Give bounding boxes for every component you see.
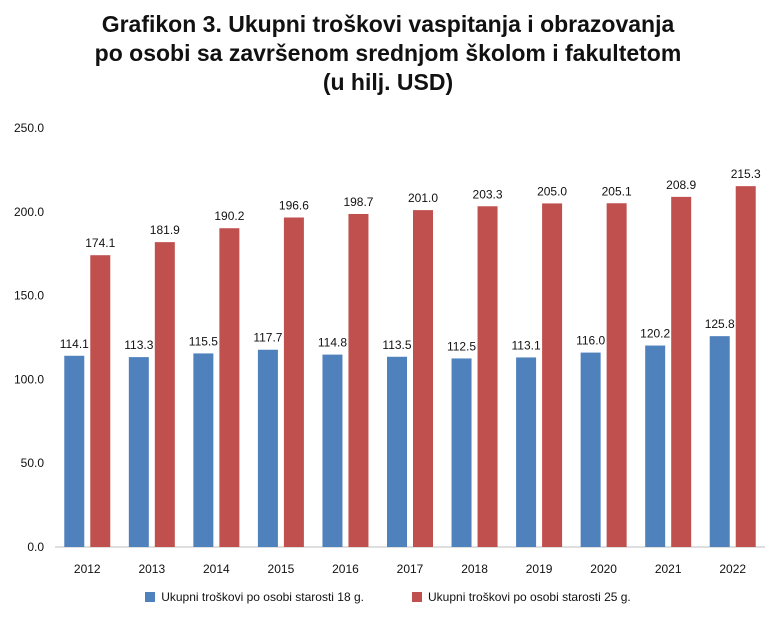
y-tick-label: 150.0 bbox=[14, 289, 44, 303]
x-tick-label: 2019 bbox=[526, 562, 553, 576]
x-tick-label: 2013 bbox=[138, 562, 165, 576]
data-label-series-2: 215.3 bbox=[731, 167, 761, 181]
x-tick-label: 2020 bbox=[590, 562, 617, 576]
data-label-series-2: 208.9 bbox=[666, 178, 696, 192]
data-label-series-2: 190.2 bbox=[214, 209, 244, 223]
bar-series-1 bbox=[709, 336, 730, 547]
x-tick-label: 2015 bbox=[268, 562, 295, 576]
x-tick-label: 2022 bbox=[719, 562, 746, 576]
data-label-series-2: 203.3 bbox=[473, 187, 503, 201]
bar-series-1 bbox=[516, 357, 537, 547]
legend-swatch-series-2 bbox=[412, 592, 422, 602]
data-label-series-1: 125.8 bbox=[705, 317, 735, 331]
data-label-series-2: 196.6 bbox=[279, 198, 309, 212]
bar-series-1 bbox=[64, 355, 85, 547]
y-tick-label: 50.0 bbox=[21, 456, 45, 470]
legend: Ukupni troškovi po osobi starosti 18 g. … bbox=[0, 590, 776, 604]
legend-label-series-2: Ukupni troškovi po osobi starosti 25 g. bbox=[428, 590, 631, 604]
legend-label-series-1: Ukupni troškovi po osobi starosti 18 g. bbox=[161, 590, 364, 604]
chart-title: Grafikon 3. Ukupni troškovi vaspitanja i… bbox=[0, 10, 776, 97]
data-label-series-1: 116.0 bbox=[576, 334, 605, 348]
bar-series-1 bbox=[193, 353, 214, 547]
x-tick-label: 2018 bbox=[461, 562, 488, 576]
data-label-series-2: 174.1 bbox=[85, 236, 115, 250]
x-tick-label: 2012 bbox=[74, 562, 101, 576]
bar-series-2 bbox=[283, 217, 304, 547]
bar-series-1 bbox=[387, 356, 407, 547]
data-label-series-1: 117.7 bbox=[253, 331, 282, 345]
bar-series-2 bbox=[477, 206, 498, 547]
legend-item-series-2: Ukupni troškovi po osobi starosti 25 g. bbox=[412, 590, 631, 604]
y-tick-label: 100.0 bbox=[14, 372, 44, 386]
legend-swatch-series-1 bbox=[145, 592, 156, 602]
bar-series-2 bbox=[219, 228, 240, 547]
bar-series-2 bbox=[154, 242, 175, 547]
x-tick-label: 2021 bbox=[655, 562, 682, 576]
data-label-series-1: 114.8 bbox=[318, 336, 347, 350]
data-label-series-2: 181.9 bbox=[150, 223, 180, 237]
bar-series-1 bbox=[128, 357, 149, 547]
y-tick-label: 250.0 bbox=[14, 121, 44, 135]
x-tick-label: 2017 bbox=[397, 562, 424, 576]
data-label-series-1: 115.5 bbox=[189, 334, 218, 348]
bar-series-2 bbox=[671, 196, 692, 547]
bar-series-2 bbox=[542, 203, 563, 548]
chart-title-line-1: Grafikon 3. Ukupni troškovi vaspitanja i… bbox=[101, 11, 675, 37]
bar-series-2 bbox=[348, 213, 369, 547]
data-label-series-2: 205.1 bbox=[602, 184, 632, 198]
data-label-series-1: 113.5 bbox=[382, 338, 411, 352]
data-label-series-2: 198.7 bbox=[343, 195, 373, 209]
x-tick-label: 2016 bbox=[332, 562, 359, 576]
data-label-series-1: 112.5 bbox=[447, 339, 476, 353]
chart-title-line-3: (u hilj. USD) bbox=[322, 69, 454, 95]
bar-series-2 bbox=[413, 210, 433, 547]
bar-series-2 bbox=[90, 255, 111, 547]
legend-item-series-1: Ukupni troškovi po osobi starosti 18 g. bbox=[145, 590, 364, 604]
bar-series-1 bbox=[580, 352, 601, 547]
y-tick-label: 0.0 bbox=[27, 540, 44, 554]
data-label-series-1: 113.3 bbox=[124, 338, 153, 352]
data-label-series-1: 113.1 bbox=[512, 338, 541, 352]
bar-series-1 bbox=[645, 345, 666, 547]
data-label-series-2: 205.0 bbox=[537, 184, 567, 198]
data-label-series-1: 120.2 bbox=[640, 327, 670, 341]
y-tick-label: 200.0 bbox=[14, 205, 44, 219]
bar-series-2 bbox=[606, 203, 627, 548]
chart-title-line-2: po osobi sa završenom srednjom školom i … bbox=[94, 40, 682, 66]
bar-series-1 bbox=[451, 358, 472, 547]
data-label-series-2: 201.0 bbox=[408, 191, 438, 205]
bar-series-2 bbox=[735, 186, 756, 547]
x-tick-label: 2014 bbox=[203, 562, 230, 576]
bar-series-1 bbox=[322, 354, 343, 547]
data-label-series-1: 114.1 bbox=[60, 337, 89, 351]
bar-series-1 bbox=[257, 349, 278, 547]
